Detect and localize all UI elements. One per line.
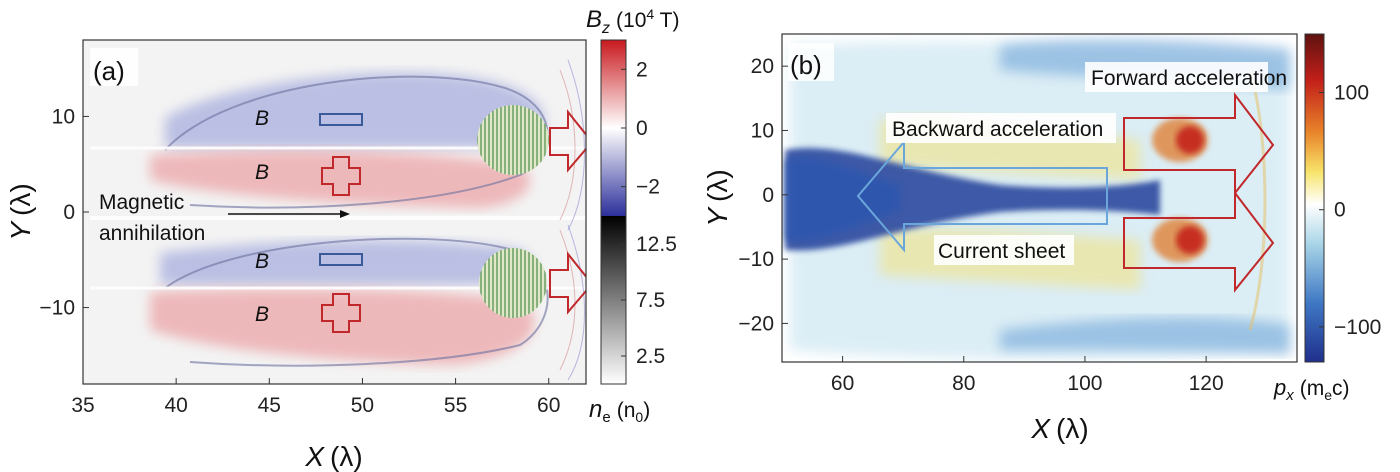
panel-b-ytick-label: 0 [762,184,774,207]
panel-b: (b) Forward acceleration Backward accele… [702,33,1381,444]
minus-symbol-1 [319,113,363,126]
magnetic-label: Magnetic [99,191,184,214]
panel-a-xtick-label: 40 [164,394,187,417]
plus-symbol-1 [321,156,361,196]
b-label-2: B [255,161,269,184]
panel-a-ytick-label: 0 [63,201,75,224]
forward-arrow-lower [549,251,586,315]
bz-colorbar-tick-label: 0 [636,117,648,140]
panel-a-xtick-label: 45 [258,394,281,417]
px-colorbar-tick-label: 0 [1334,199,1346,222]
panel-b-ylabel: Y(λ) [702,169,733,226]
panel-a-ytick-label: −10 [39,297,75,320]
annihilation-label: annihilation [99,222,205,245]
panel-b-xtick-label: 120 [1189,372,1224,395]
px-colorbar [1304,33,1325,363]
forward-arrow-b-lower [1123,190,1275,293]
panel-b-xtick-label: 100 [1067,372,1102,395]
panel-b-frame [781,33,1298,363]
laser-spot-lower [479,248,547,318]
panel-b-xtick-label: 80 [952,372,975,395]
bz-colorbar-tick-label: −2 [636,176,660,199]
bz-colorbar-tick-label: 2 [636,58,648,81]
panel-a-xtick-label: 35 [71,394,94,417]
laser-spot-upper [477,105,549,175]
panel-a-field-map [90,59,586,381]
panel-a-xtick-label: 60 [537,394,560,417]
px-colorbar-label: px (mec) [1273,375,1350,404]
panel-b-ytick-label: 10 [751,119,774,142]
backward-arrow [856,139,1108,253]
annihilation-arrowhead [340,210,350,218]
panel-a-xtick-label: 50 [351,394,374,417]
plus-symbol-2 [321,293,361,333]
forward-acceleration-label: Forward acceleration [1091,67,1287,90]
panel-b-colorbar-ticks: 100 0 −100 [1319,82,1381,339]
panel-b-ytick-label: −10 [738,248,774,271]
forward-arrow-upper [549,109,586,173]
panel-b-ytick-label: −20 [738,312,774,335]
ne-colorbar-tick-label: 7.5 [636,289,665,312]
panel-a-axes: 35 40 45 50 55 60 −10 0 10 [39,105,560,417]
panel-a-label: (a) [93,56,125,86]
minus-symbol-2 [319,253,363,266]
panel-b-xlabel: X (λ) [1030,413,1088,444]
panel-b-label: (b) [790,50,822,80]
panel-a-ylabel: Y(λ) [5,183,36,240]
backward-acceleration-label: Backward acceleration [892,118,1103,141]
ne-colorbar-tick-label: 12.5 [636,233,677,256]
b-label-4: B [255,303,269,326]
forward-arrow-b-upper [1123,92,1275,196]
current-sheet-label: Current sheet [938,240,1065,263]
px-colorbar-tick-label: −100 [1334,316,1381,339]
panel-a-xlabel: X (λ) [304,441,362,472]
panel-b-ytick-label: 20 [751,55,774,78]
b-label-3: B [255,250,269,273]
panel-b-axes: 60 80 100 120 −20 −10 0 10 20 [738,55,1223,395]
panel-a-xtick-label: 55 [444,394,467,417]
panel-a-ytick-label: 10 [52,105,75,128]
ne-colorbar-label: ne (n0) [589,396,650,426]
ne-colorbar-tick-label: 2.5 [636,345,665,368]
panel-a-colorbar-ticks: 2 0 −2 12.5 7.5 2.5 [621,58,677,368]
panel-a: (a) B B B B Magnetic annihilation 35 40 45… [5,6,679,472]
colorbar-frame [600,39,627,385]
b-label-1: B [255,107,269,130]
bz-colorbar-label: Bz (104 T) [586,6,679,37]
px-colorbar-tick-label: 100 [1334,82,1369,105]
panel-b-xtick-label: 60 [831,372,854,395]
